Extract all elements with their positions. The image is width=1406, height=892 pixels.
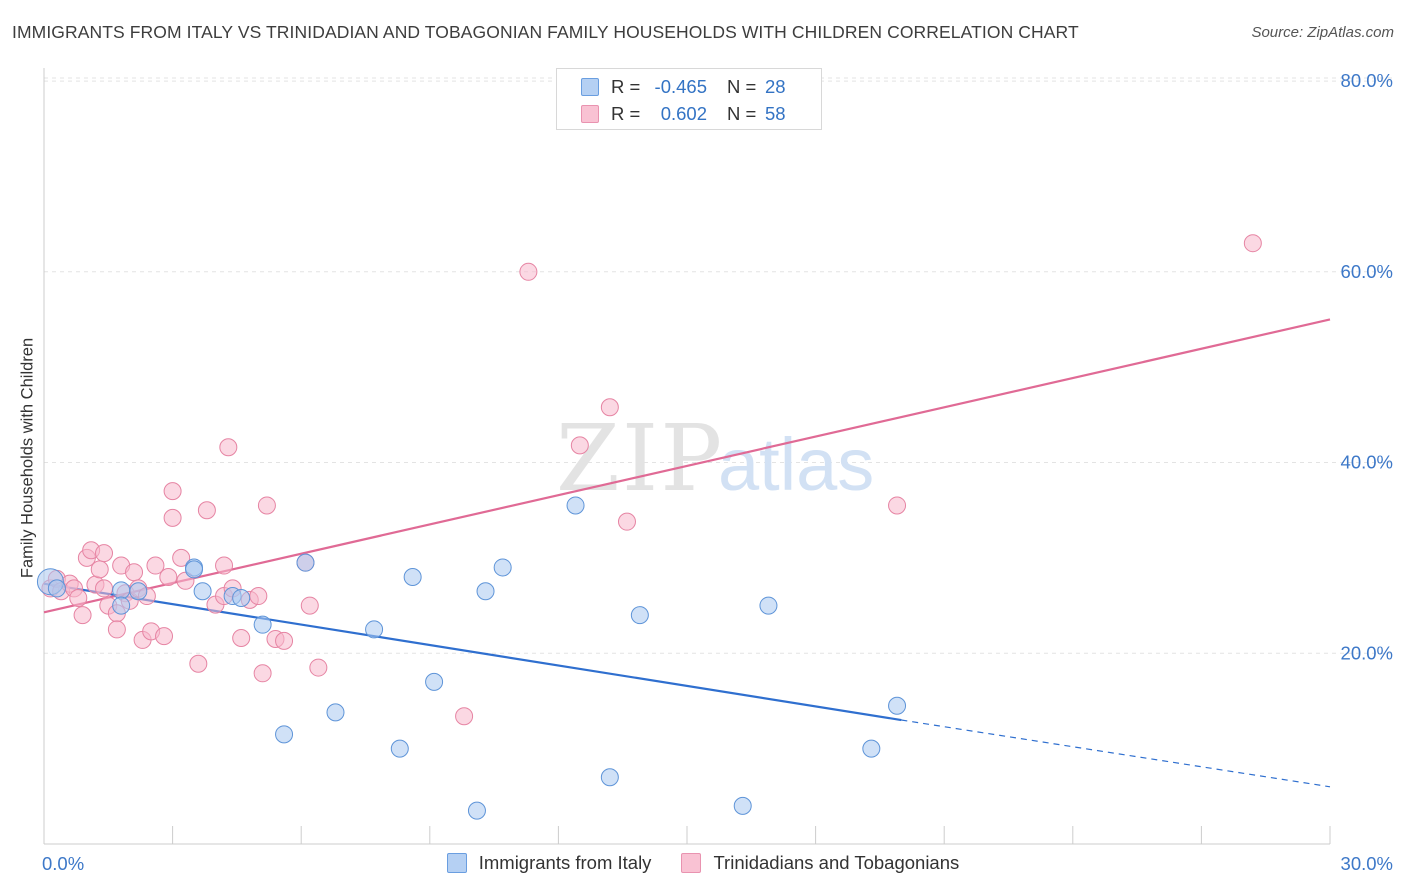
- trinidad-point: [249, 587, 268, 606]
- italy-point: [390, 739, 409, 758]
- trinidad-point: [455, 707, 474, 726]
- italy-point: [129, 582, 148, 601]
- trinidad-point: [125, 563, 144, 582]
- watermark-zip: ZIP: [556, 405, 724, 512]
- trinidad-point: [219, 438, 238, 457]
- legend: Immigrants from Italy Trinidadians and T…: [0, 852, 1406, 874]
- italy-point: [467, 801, 486, 820]
- italy-point: [403, 567, 422, 586]
- correlation-stats-box: R = -0.465 N = 28 R = 0.602 N = 58: [556, 68, 822, 130]
- y-tick-label: 20.0%: [1341, 642, 1393, 663]
- italy-point: [232, 588, 251, 607]
- n-label: N =: [727, 103, 757, 124]
- trinidad-point: [163, 482, 182, 501]
- trinidad-point: [189, 654, 208, 673]
- trinidad-point: [73, 606, 92, 625]
- trinidad-point: [90, 560, 109, 579]
- y-tick-label: 60.0%: [1341, 261, 1393, 282]
- trinidad-point: [172, 548, 191, 567]
- trinidad-point: [159, 567, 178, 586]
- blue-swatch: [446, 853, 467, 873]
- italy-point: [862, 739, 881, 758]
- italy-point: [888, 696, 907, 715]
- italy-point: [630, 606, 649, 625]
- trinidad-point: [257, 496, 276, 515]
- italy-point: [253, 615, 272, 634]
- legend-label: Immigrants from Italy: [478, 852, 652, 873]
- stats-row-trinidad: R = 0.602 N = 58: [581, 102, 786, 126]
- italy-point: [296, 553, 315, 572]
- italy-point: [566, 496, 585, 515]
- italy-point: [476, 582, 495, 601]
- n-value: 58: [765, 103, 786, 124]
- legend-item-trinidad: Trinidadians and Tobagonians: [681, 852, 959, 874]
- italy-point: [112, 581, 131, 600]
- legend-item-italy: Immigrants from Italy: [446, 852, 652, 874]
- r-label: R =: [611, 76, 641, 97]
- trinidad-point: [155, 627, 174, 646]
- italy-point: [759, 596, 778, 615]
- trinidad-point: [95, 544, 114, 563]
- legend-label: Trinidadians and Tobagonians: [713, 852, 960, 873]
- trinidad-point: [300, 596, 319, 615]
- chart-title: IMMIGRANTS FROM ITALY VS TRINIDADIAN AND…: [12, 22, 1079, 42]
- italy-point: [185, 560, 204, 579]
- trinidad-point: [107, 620, 126, 639]
- pink-swatch: [581, 105, 599, 123]
- trinidad-point: [1243, 234, 1262, 253]
- trinidad-point: [275, 631, 294, 650]
- trinidad-point: [163, 508, 182, 527]
- italy-point: [600, 768, 619, 787]
- italy-point: [275, 725, 294, 744]
- n-value: 28: [765, 76, 786, 97]
- x-tick-label-min: 0.0%: [42, 853, 84, 874]
- axes: [43, 68, 1331, 845]
- n-label: N =: [727, 76, 757, 97]
- trinidad-point: [197, 501, 216, 520]
- trinidad-point: [570, 436, 589, 455]
- r-value: -0.465: [654, 76, 707, 97]
- italy-point: [493, 558, 512, 577]
- trendline-trinidad: [43, 318, 1331, 614]
- trinidad-point: [888, 496, 907, 515]
- trendlines: [43, 318, 1331, 788]
- trendline-italy: [43, 582, 902, 722]
- trinidad-point: [519, 262, 538, 281]
- trinidad-point: [69, 588, 88, 607]
- trinidad-point: [617, 512, 636, 531]
- italy-point: [326, 703, 345, 722]
- watermark: ZIP atlas: [556, 405, 874, 512]
- italy-point: [425, 672, 444, 691]
- trinidad-point: [215, 556, 234, 575]
- source-label: Source: ZipAtlas.com: [1251, 24, 1394, 41]
- trinidad-point: [600, 398, 619, 417]
- r-label: R =: [611, 103, 641, 124]
- blue-swatch: [581, 78, 599, 96]
- trinidad-point: [146, 556, 165, 575]
- watermark-atlas: atlas: [718, 423, 874, 506]
- r-value: 0.602: [660, 103, 707, 124]
- italy-point: [733, 796, 752, 815]
- stats-row-italy: R = -0.465 N = 28: [581, 75, 786, 99]
- trinidad-point: [253, 664, 272, 683]
- italy-point: [47, 579, 66, 598]
- pink-swatch: [681, 853, 702, 873]
- trinidad-point: [95, 579, 114, 598]
- italy-point: [193, 582, 212, 601]
- trinidad-point: [309, 658, 328, 677]
- italy-point: [365, 620, 384, 639]
- tick-labels: 20.0% 40.0% 60.0% 80.0% 0.0% 30.0%: [42, 70, 1393, 874]
- trinidad-point: [232, 629, 251, 648]
- y-tick-label: 40.0%: [1341, 452, 1393, 473]
- italy-point: [112, 596, 131, 615]
- x-tick-label-max: 30.0%: [1341, 853, 1393, 874]
- data-points: [36, 234, 1262, 820]
- y-tick-label: 80.0%: [1341, 70, 1393, 91]
- trendline-extension-italy: [901, 719, 1331, 788]
